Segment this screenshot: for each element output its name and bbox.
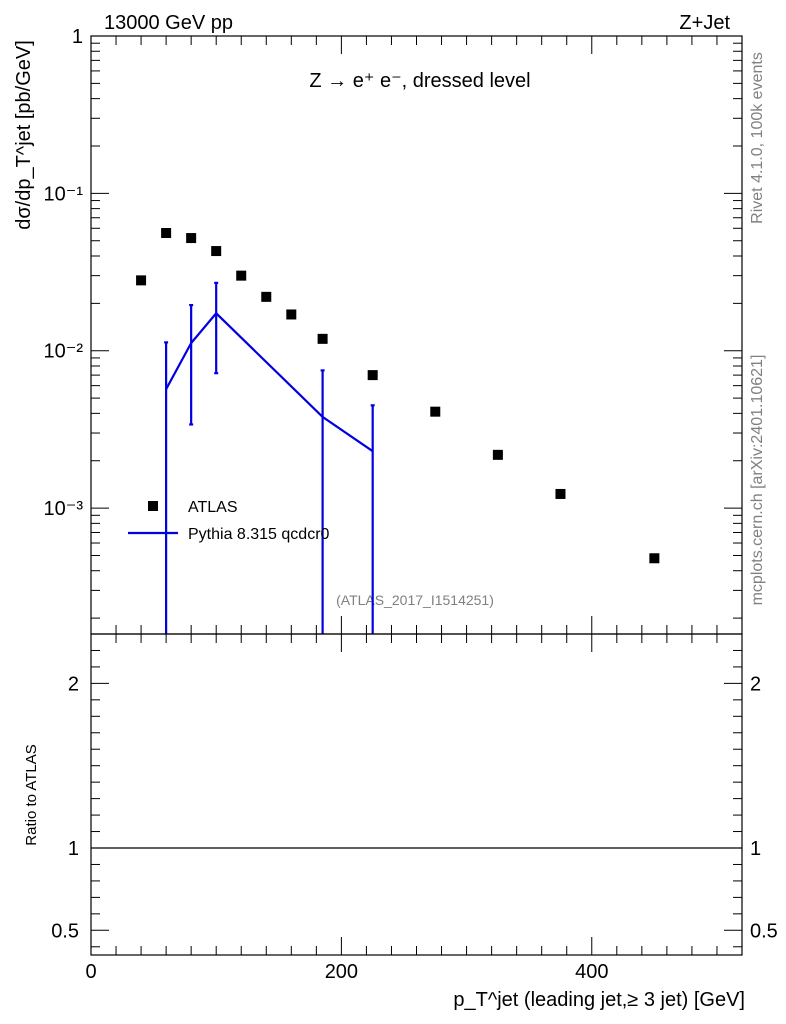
- ratio-tick-labels: 0.5 0.5 1 1 2 2: [51, 673, 778, 942]
- chart-title: Z → e⁺ e⁻, dressed level: [309, 70, 530, 92]
- y-tick-label: 10⁻²: [44, 341, 84, 363]
- atlas-point: [161, 227, 172, 238]
- y-tick-label: 10⁻¹: [44, 183, 84, 205]
- header-process: Z+Jet: [679, 12, 730, 34]
- ratio-y-tick-label: 2: [68, 673, 79, 695]
- atlas-point: [649, 553, 660, 564]
- atlas-point: [261, 291, 272, 302]
- ratio-y-tick-label-right: 2: [750, 673, 761, 695]
- atlas-point: [492, 449, 503, 460]
- atlas-point: [236, 270, 247, 281]
- y-tick-label: 1: [72, 26, 83, 48]
- atlas-point: [317, 333, 328, 344]
- ratio-y-tick-label-right: 0.5: [750, 920, 778, 942]
- ratio-axis-ticks: [90, 633, 743, 955]
- pythia-line: [165, 311, 374, 453]
- atlas-point: [136, 275, 147, 286]
- x-tick-label: 200: [325, 961, 358, 983]
- mcplots-label: mcplots.cern.ch [arXiv:2401.10621]: [749, 355, 766, 606]
- legend-atlas-marker: [148, 501, 158, 511]
- x-tick-labels: 0 200 400: [85, 961, 608, 983]
- ratio-y-tick-label: 0.5: [51, 920, 79, 942]
- ratio-y-tick-label-right: 1: [750, 838, 761, 860]
- x-tick-label: 0: [85, 961, 96, 983]
- atlas-markers: [136, 227, 660, 564]
- x-tick-label: 400: [575, 961, 608, 983]
- atlas-point: [430, 406, 441, 417]
- y-tick-label: 10⁻³: [44, 498, 84, 520]
- header-energy: 13000 GeV pp: [104, 12, 233, 34]
- atlas-point: [367, 370, 378, 381]
- atlas-point: [186, 233, 197, 244]
- rivet-label: Rivet 4.1.0, 100k events: [749, 52, 766, 224]
- atlas-point: [211, 246, 222, 257]
- y-axis-label: dσ/dp_T^jet [pb/GeV]: [13, 40, 35, 230]
- pythia-error-bars: [164, 281, 375, 634]
- ratio-panel-frame: [90, 633, 743, 956]
- main-axis-ticks: [90, 35, 743, 634]
- ratio-y-tick-label: 1: [68, 838, 79, 860]
- main-tick-labels: 1 10⁻¹ 10⁻² 10⁻³: [44, 26, 84, 520]
- x-axis-label: p_T^jet (leading jet,≥ 3 jet) [GeV]: [453, 989, 745, 1011]
- legend-pythia-label: Pythia 8.315 qcdcr0: [188, 526, 330, 543]
- main-panel-frame: [90, 35, 743, 635]
- legend-atlas-label: ATLAS: [188, 499, 238, 516]
- analysis-label: (ATLAS_2017_I1514251): [336, 592, 494, 608]
- atlas-point: [555, 488, 566, 499]
- atlas-point: [286, 309, 297, 320]
- ratio-y-label: Ratio to ATLAS: [23, 744, 40, 845]
- legend: ATLAS Pythia 8.315 qcdcr0: [128, 499, 330, 543]
